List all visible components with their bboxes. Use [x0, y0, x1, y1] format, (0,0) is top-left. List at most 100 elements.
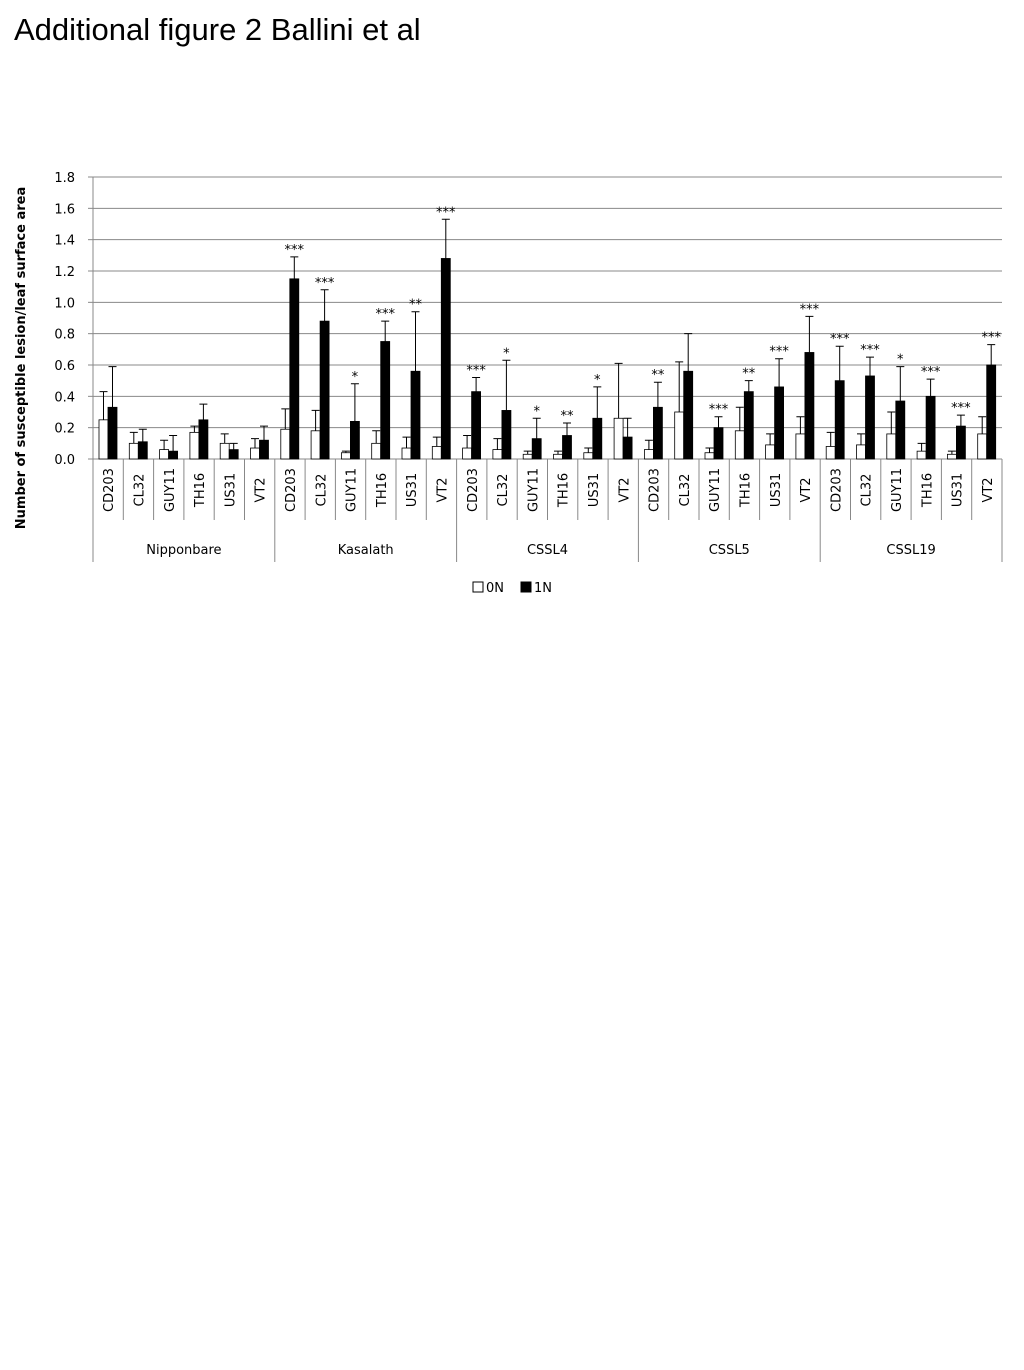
bar — [380, 341, 391, 460]
x-tick-label: VT2 — [254, 477, 269, 502]
x-tick-label: US31 — [587, 473, 602, 507]
error-bar — [311, 409, 320, 431]
error-bar — [584, 447, 593, 453]
bar — [159, 449, 170, 460]
bar — [440, 258, 451, 460]
x-tick-label: CD203 — [829, 468, 844, 512]
bar — [683, 370, 694, 460]
error-bar — [411, 311, 420, 372]
error-bar — [653, 381, 662, 408]
error-bar — [220, 433, 229, 444]
significance-label: ** — [409, 298, 423, 313]
bar — [986, 364, 997, 460]
bar — [674, 411, 685, 460]
error-bar — [108, 366, 117, 408]
error-bar — [887, 411, 896, 434]
significance-label: * — [897, 353, 904, 368]
significance-label: *** — [769, 345, 789, 360]
bar — [925, 395, 936, 460]
error-bar — [251, 438, 259, 449]
error-bar — [835, 345, 844, 381]
x-tick-label: CL32 — [678, 474, 693, 507]
bar — [795, 433, 806, 460]
bar — [280, 428, 291, 460]
error-bar — [623, 417, 632, 438]
error-bar — [341, 450, 350, 453]
y-tick-label: 0.4 — [54, 390, 75, 405]
bar — [522, 453, 533, 460]
bar — [250, 447, 260, 460]
legend-swatch — [472, 581, 484, 593]
error-bar — [129, 431, 138, 444]
error-bar — [563, 422, 571, 436]
bar — [947, 453, 957, 460]
error-bar — [493, 438, 502, 450]
bar — [462, 447, 473, 460]
error-bar — [926, 378, 935, 397]
significance-label: ** — [651, 368, 665, 383]
group-label: CSSL5 — [709, 543, 750, 558]
x-tick-label: VT2 — [981, 477, 996, 502]
bar — [644, 449, 654, 460]
error-bar — [260, 425, 268, 441]
error-bar — [675, 361, 684, 412]
y-tick-label: 0.6 — [54, 359, 75, 374]
bar — [189, 431, 200, 460]
significance-label: * — [503, 346, 510, 361]
error-bar — [705, 447, 714, 453]
x-tick-label: US31 — [769, 473, 784, 507]
bar — [856, 444, 866, 460]
bar — [865, 375, 875, 460]
bar — [562, 435, 572, 460]
x-tick-label: CD203 — [648, 468, 663, 512]
bar — [583, 452, 594, 460]
error-bar — [169, 435, 178, 452]
bar — [804, 352, 815, 460]
error-bar — [441, 218, 450, 259]
error-bar — [372, 430, 381, 444]
error-bar — [766, 433, 775, 445]
bar — [371, 442, 382, 460]
legend-label: 0N — [486, 581, 504, 596]
x-tick-label: GUY11 — [163, 468, 178, 512]
bar — [895, 400, 906, 460]
error-bar — [593, 386, 602, 419]
error-bar — [160, 439, 169, 450]
x-tick-label: CL32 — [496, 474, 511, 507]
significance-label: *** — [709, 403, 729, 418]
error-bar — [190, 425, 199, 433]
bar — [653, 406, 663, 460]
error-bar — [987, 344, 996, 365]
bar — [289, 278, 300, 460]
significance-label: *** — [921, 365, 941, 380]
error-bar — [917, 442, 926, 452]
error-bar — [866, 356, 874, 376]
significance-label: *** — [315, 276, 335, 291]
y-tick-label: 1.8 — [54, 171, 75, 186]
error-bar — [735, 406, 744, 431]
error-bar — [502, 359, 511, 411]
bar — [471, 391, 482, 460]
significance-label: ** — [742, 367, 756, 382]
y-axis-label: Number of susceptible lesion/leaf surfac… — [14, 187, 29, 529]
bar — [431, 446, 442, 460]
y-tick-label: 1.0 — [54, 296, 75, 311]
bar — [553, 453, 563, 460]
bar — [825, 446, 836, 460]
x-tick-label: VT2 — [617, 477, 632, 502]
bar — [198, 419, 209, 460]
bar — [713, 427, 724, 460]
error-bar — [532, 417, 541, 439]
error-bar — [947, 450, 956, 455]
bar — [765, 444, 775, 460]
error-bar — [744, 380, 753, 392]
bar — [107, 406, 118, 460]
error-bar — [523, 450, 532, 455]
significance-label: *** — [436, 205, 456, 220]
error-bar — [138, 428, 147, 442]
x-tick-label: CL32 — [132, 474, 147, 507]
x-tick-label: CD203 — [102, 468, 117, 512]
y-tick-label: 0.8 — [54, 328, 75, 343]
error-bar — [775, 358, 784, 387]
bar — [622, 436, 633, 460]
